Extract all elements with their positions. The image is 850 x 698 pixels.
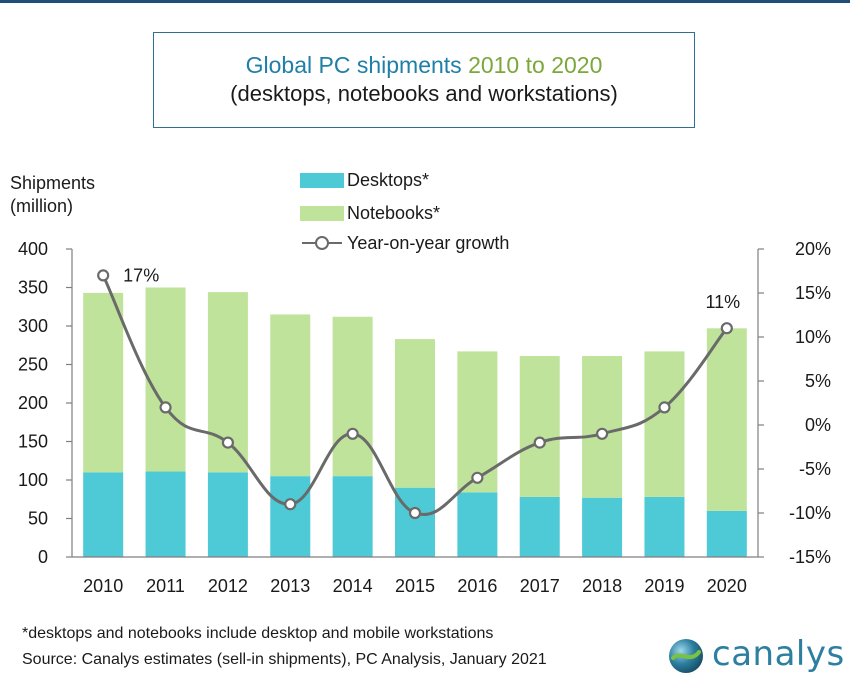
right-tick-label: -5% <box>799 459 831 479</box>
chart-title-part1: Global PC shipments <box>245 52 462 78</box>
right-tick-label: 20% <box>795 239 831 259</box>
growth-line <box>101 274 728 517</box>
right-tick-label: 10% <box>795 327 831 347</box>
chart-title-part2: 2010 to 2020 <box>468 52 603 78</box>
bar-notebooks-2015 <box>395 339 435 488</box>
growth-point-2019 <box>658 401 671 414</box>
right-tick-label: -15% <box>789 547 831 567</box>
left-tick-label: 350 <box>18 278 48 298</box>
x-tick-label: 2016 <box>457 576 497 596</box>
bar-desktops-2018 <box>582 497 623 557</box>
left-axis-label: Shipments (million) <box>10 172 95 218</box>
growth-data-label: 11% <box>705 292 740 312</box>
bar-notebooks-2019 <box>644 351 685 497</box>
chart-title: Global PC shipments 2010 to 2020 <box>154 51 694 79</box>
growth-point-2012 <box>221 436 235 449</box>
top-border <box>0 0 850 3</box>
left-tick-label: 100 <box>18 470 48 490</box>
legend-swatch-notebooks <box>300 206 344 221</box>
legend-label-growth: Year-on-year growth <box>347 233 510 253</box>
footnote-workstations: *desktops and notebooks include desktop … <box>22 625 494 642</box>
chart-title-box: Global PC shipments 2010 to 2020 (deskto… <box>153 32 695 128</box>
bar-notebooks-2013 <box>270 314 311 477</box>
bar-desktops-2012 <box>207 472 248 557</box>
bar-notebooks-2014 <box>332 316 373 477</box>
bar-desktops-2019 <box>644 496 685 557</box>
right-tick-label: 15% <box>795 283 831 303</box>
left-tick-label: 150 <box>18 432 48 452</box>
legend-swatch-desktops <box>300 173 344 188</box>
x-tick-label: 2015 <box>395 576 435 596</box>
bar-notebooks-2010 <box>83 292 124 473</box>
x-tick-label: 2013 <box>270 576 310 596</box>
x-tick-label: 2018 <box>582 576 622 596</box>
left-tick-label: 200 <box>18 393 48 413</box>
growth-point-2020 <box>720 322 733 335</box>
left-axis-label-line2: (million) <box>10 196 73 216</box>
growth-point-2015 <box>408 506 422 520</box>
bar-desktops-2014 <box>332 476 373 557</box>
bar-desktops-2013 <box>270 476 311 557</box>
bar-notebooks-2016 <box>457 351 498 493</box>
x-tick-label: 2017 <box>520 576 560 596</box>
growth-point-2010 <box>97 269 110 282</box>
x-tick-label: 2011 <box>146 576 185 596</box>
legend-label-desktops: Desktops* <box>347 170 430 190</box>
left-tick-label: 250 <box>18 355 48 375</box>
growth-point-2011 <box>159 401 172 414</box>
x-tick-label: 2010 <box>83 576 123 596</box>
bar-desktops-2020 <box>706 510 747 557</box>
bar-notebooks-2018 <box>582 356 623 498</box>
growth-point-2016 <box>471 471 484 484</box>
footnote-source: Source: Canalys estimates (sell-in shipm… <box>22 651 547 668</box>
growth-point-2013 <box>284 498 297 511</box>
legend-label-notebooks: Notebooks* <box>347 203 441 223</box>
right-tick-label: 0% <box>805 415 831 435</box>
x-tick-label: 2019 <box>644 576 684 596</box>
bar-desktops-2016 <box>457 492 498 557</box>
legend-marker-growth <box>315 236 329 250</box>
x-tick-label: 2014 <box>333 576 373 596</box>
logo-text: canalys <box>712 634 845 674</box>
canalys-logo: canalys <box>668 634 844 676</box>
bar-notebooks-2020 <box>706 328 747 511</box>
right-tick-label: -10% <box>789 503 831 523</box>
bar-notebooks-2017 <box>519 356 560 497</box>
globe-icon <box>669 639 703 673</box>
bar-desktops-2017 <box>519 496 560 557</box>
left-tick-label: 0 <box>38 547 48 567</box>
bar-notebooks-2011 <box>145 287 186 472</box>
bar-desktops-2015 <box>395 487 435 557</box>
left-tick-label: 300 <box>18 316 48 336</box>
x-tick-label: 2012 <box>208 576 248 596</box>
right-tick-label: 5% <box>805 371 831 391</box>
x-tick-label: 2020 <box>707 576 747 596</box>
left-tick-label: 400 <box>18 239 48 259</box>
bar-desktops-2010 <box>83 472 124 557</box>
chart-subtitle: (desktops, notebooks and workstations) <box>230 81 618 106</box>
left-tick-label: 50 <box>28 509 48 529</box>
growth-point-2014 <box>346 427 359 440</box>
bar-desktops-2011 <box>145 471 186 557</box>
growth-data-label: 17% <box>123 265 159 285</box>
left-axis-label-line1: Shipments <box>10 173 96 193</box>
growth-point-2018 <box>595 427 609 440</box>
growth-point-2017 <box>533 436 546 449</box>
